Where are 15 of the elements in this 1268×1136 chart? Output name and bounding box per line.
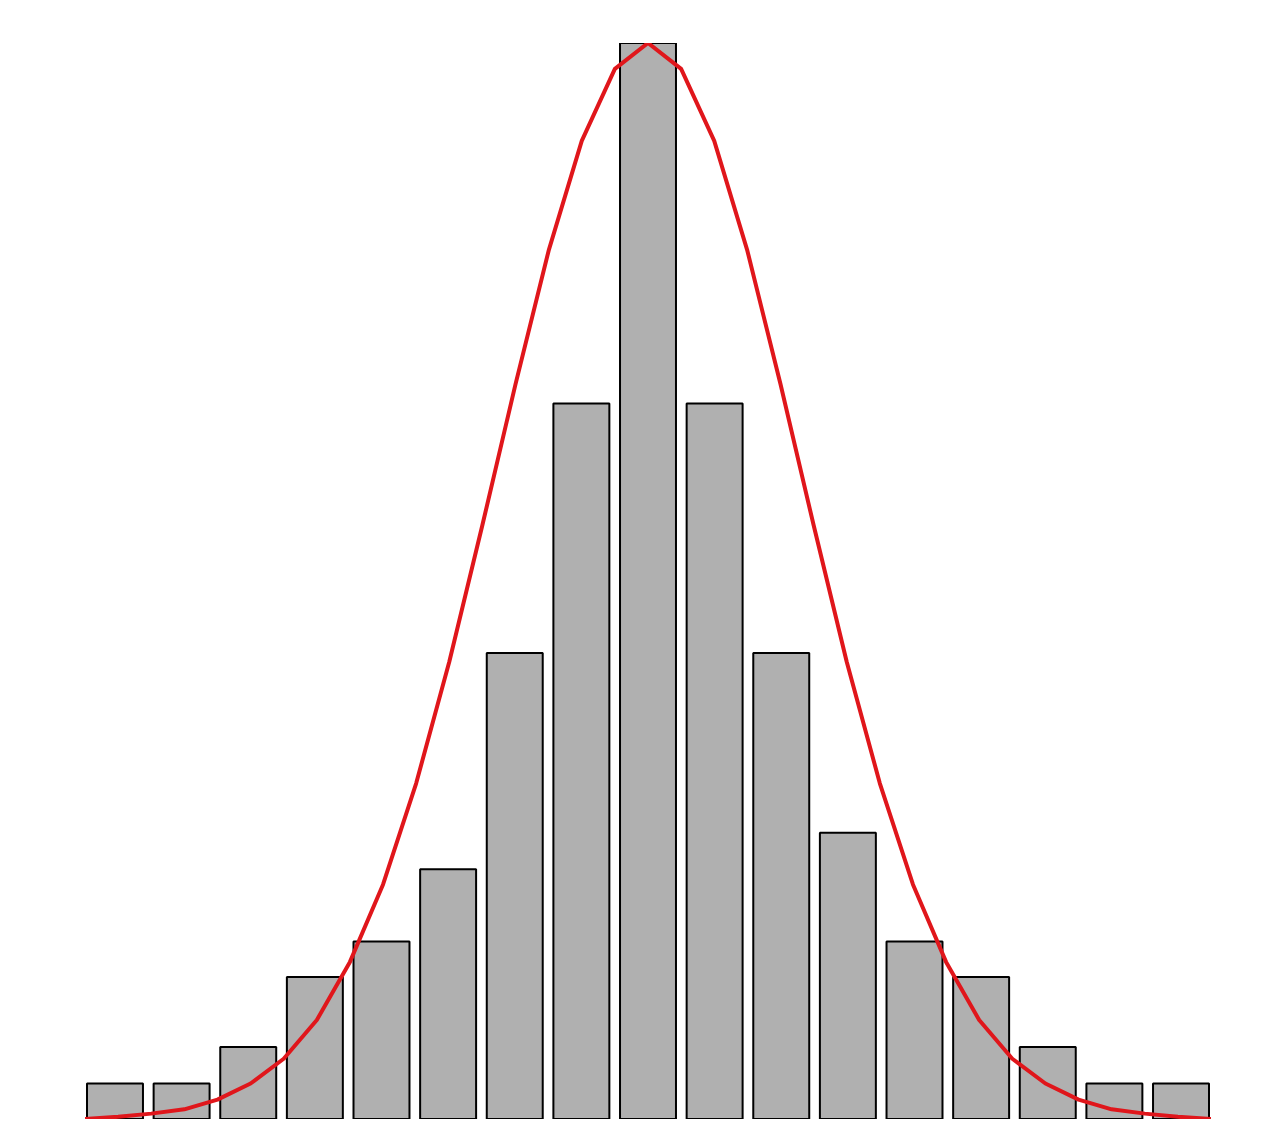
bar: [818, 831, 877, 1119]
bar: [619, 43, 677, 1119]
bar: [352, 940, 411, 1119]
bar: [885, 940, 944, 1119]
bar: [485, 652, 544, 1119]
bar: [1152, 1082, 1210, 1119]
bar: [285, 975, 344, 1119]
bar: [86, 1082, 144, 1119]
bar: [685, 402, 744, 1119]
bar: [419, 868, 478, 1119]
bar: [952, 975, 1011, 1119]
bar: [1018, 1045, 1077, 1119]
bar: [552, 402, 611, 1119]
bar: [752, 652, 811, 1119]
bar: [219, 1045, 278, 1119]
